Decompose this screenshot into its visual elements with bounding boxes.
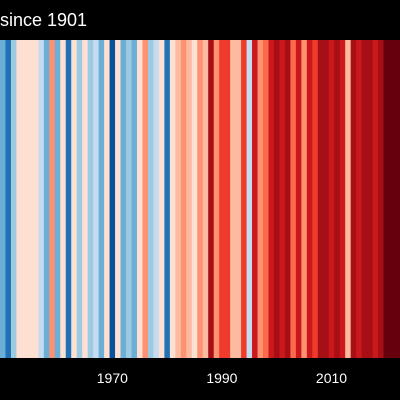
- stripe-1950: [0, 40, 6, 358]
- x-axis: 1970 1990 2010: [0, 358, 400, 400]
- stripe-2009: [323, 40, 330, 358]
- stripe-1973: [126, 40, 132, 358]
- stripe-1989: [213, 40, 220, 358]
- stripe-1980: [164, 40, 171, 358]
- stripe-1979: [158, 40, 165, 358]
- stripe-1999: [268, 40, 275, 358]
- stripe-2000: [273, 40, 280, 358]
- stripe-1993: [235, 40, 242, 358]
- stripe-1951: [5, 40, 12, 358]
- stripe-1984: [186, 40, 193, 358]
- stripe-2017: [367, 40, 373, 358]
- stripe-1963: [71, 40, 78, 358]
- stripe-1995: [246, 40, 253, 358]
- stripe-2020: [383, 40, 390, 358]
- stripe-2021: [389, 40, 395, 358]
- stripe-2019: [378, 40, 384, 358]
- stripe-1974: [131, 40, 138, 358]
- stripe-1968: [98, 40, 105, 358]
- stripe-2001: [279, 40, 286, 358]
- stripe-2018: [372, 40, 379, 358]
- stripe-1972: [120, 40, 127, 358]
- stripe-1991: [224, 40, 231, 358]
- x-tick-label: 2010: [315, 370, 348, 386]
- stripe-2016: [361, 40, 368, 358]
- stripe-1990: [219, 40, 226, 358]
- stripe-2007: [312, 40, 319, 358]
- stripe-1977: [147, 40, 154, 358]
- stripe-2006: [306, 40, 313, 358]
- stripe-1988: [208, 40, 215, 358]
- stripe-2002: [284, 40, 291, 358]
- stripe-1956: [32, 40, 39, 358]
- x-tick-label: 1990: [206, 370, 238, 386]
- stripe-1954: [21, 40, 28, 358]
- stripe-2008: [317, 40, 324, 358]
- stripe-2005: [301, 40, 308, 358]
- stripe-1960: [54, 40, 61, 358]
- stripe-2022: [394, 40, 400, 358]
- stripe-1969: [104, 40, 110, 358]
- stripe-1983: [180, 40, 187, 358]
- stripe-2010: [328, 40, 335, 358]
- stripe-1966: [87, 40, 94, 358]
- stripe-1958: [43, 40, 50, 358]
- stripe-1996: [252, 40, 258, 358]
- stripe-1982: [175, 40, 182, 358]
- stripe-1952: [10, 40, 17, 358]
- stripe-2015: [356, 40, 362, 358]
- warming-stripes: [0, 40, 400, 358]
- stripe-1953: [16, 40, 23, 358]
- stripe-2003: [290, 40, 297, 358]
- stripe-1976: [142, 40, 149, 358]
- stripe-1964: [76, 40, 83, 358]
- stripe-2004: [295, 40, 302, 358]
- stripe-1967: [93, 40, 99, 358]
- stripe-1985: [191, 40, 198, 358]
- stripe-1971: [115, 40, 121, 358]
- stripe-1978: [153, 40, 160, 358]
- stripe-1986: [197, 40, 204, 358]
- stripe-1965: [82, 40, 89, 358]
- stripe-2012: [339, 40, 346, 358]
- stripe-1975: [136, 40, 143, 358]
- stripe-1955: [27, 40, 34, 358]
- stripe-1959: [49, 40, 56, 358]
- stripe-1981: [169, 40, 176, 358]
- x-tick-label: 1970: [96, 370, 128, 386]
- stripe-1998: [263, 40, 269, 358]
- stripe-1961: [60, 40, 67, 358]
- stripe-1992: [230, 40, 236, 358]
- stripe-1957: [38, 40, 45, 358]
- stripe-1970: [109, 40, 116, 358]
- stripe-1994: [241, 40, 247, 358]
- stripe-1997: [257, 40, 264, 358]
- chart-title: since 1901: [0, 10, 88, 30]
- stripe-1987: [202, 40, 209, 358]
- stripe-1962: [65, 40, 72, 358]
- stripe-2013: [345, 40, 352, 358]
- stripe-2011: [334, 40, 341, 358]
- stripe-2014: [350, 40, 357, 358]
